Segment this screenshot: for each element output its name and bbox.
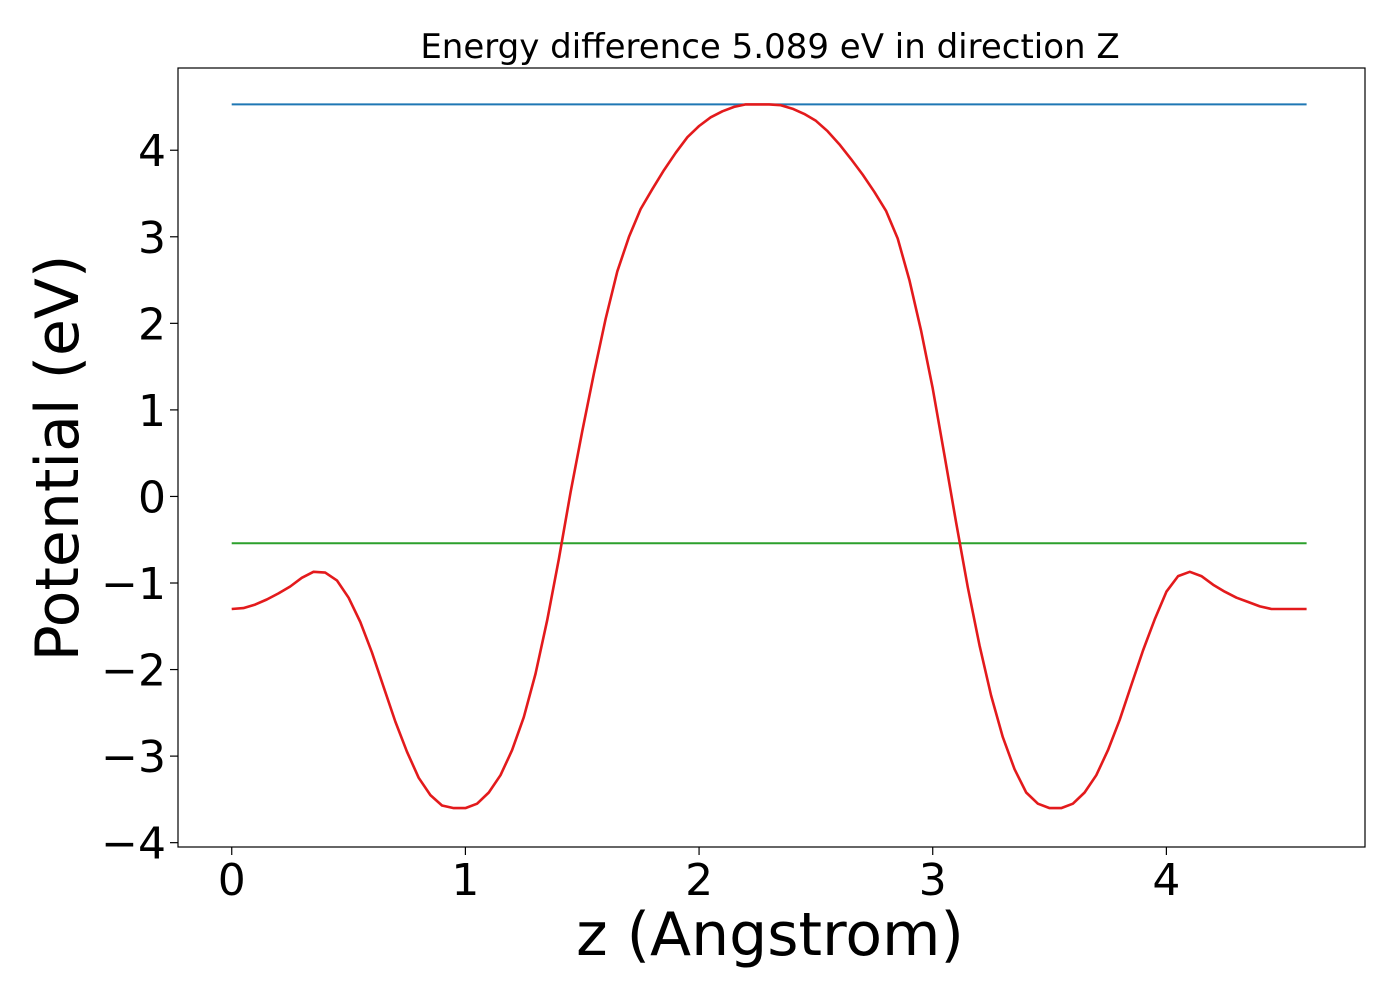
y-tick-label: 1	[138, 386, 166, 437]
y-axis-label: Potential (eV)	[23, 255, 93, 662]
y-tick-label: 4	[138, 126, 166, 177]
x-tick-label: 1	[451, 855, 479, 906]
x-tick-label: 3	[919, 855, 947, 906]
y-tick-label: 3	[138, 213, 166, 264]
y-tick-label: 2	[138, 299, 166, 350]
chart-title: Energy difference 5.089 eV in direction …	[420, 27, 1119, 67]
y-tick-label: −4	[101, 819, 166, 870]
y-tick-label: −2	[101, 646, 166, 697]
y-tick-label: −3	[101, 732, 166, 783]
x-tick-label: 4	[1152, 855, 1180, 906]
x-axis-label: z (Angstrom)	[576, 900, 964, 970]
axes: 0 1 2 3 4 −4 −3 −2 −1 0 1 2 3 4	[101, 126, 1180, 906]
x-tick-label: 0	[218, 855, 246, 906]
y-tick-label: 0	[138, 472, 166, 523]
potential-curve	[231, 103, 1307, 810]
x-tick-label: 2	[685, 855, 713, 906]
plot-frame	[177, 67, 1366, 848]
plot-area	[231, 103, 1307, 810]
y-tick-label: −1	[101, 559, 166, 610]
